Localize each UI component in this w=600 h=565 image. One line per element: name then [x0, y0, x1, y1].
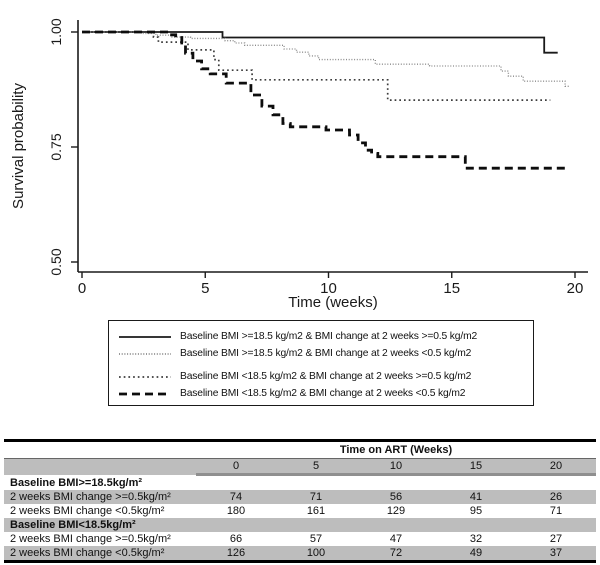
legend-label: Baseline BMI >=18.5 kg/m2 & BMI change a… [180, 348, 472, 359]
time-col: 15 [436, 458, 516, 476]
table-header-row: Time on ART (Weeks) [4, 442, 596, 459]
table-row: 2 weeks BMI change >=0.5kg/m² 66 57 47 3… [4, 532, 596, 546]
legend-box: Baseline BMI >=18.5 kg/m2 & BMI change a… [108, 320, 534, 406]
svg-text:15: 15 [443, 280, 460, 297]
risk-count: 129 [386, 505, 406, 517]
section-title: Baseline BMI<18.5kg/m² [4, 518, 596, 532]
x-ticks: 0 5 10 15 20 [78, 272, 584, 297]
risk-count: 47 [389, 533, 403, 545]
x-axis-label: Time (weeks) [288, 294, 377, 311]
legend-line-sample-solid [119, 335, 171, 338]
legend-entry: Baseline BMI >=18.5 kg/m2 & BMI change a… [109, 328, 533, 345]
legend-line-sample-fine-dotted [119, 352, 171, 355]
table-row: 2 weeks BMI change <0.5kg/m² 126 100 72 … [4, 546, 596, 560]
legend-line-sample-dotted [119, 375, 171, 378]
legend-entry: Baseline BMI <18.5 kg/m2 & BMI change at… [109, 385, 533, 402]
legend-entry: Baseline BMI <18.5 kg/m2 & BMI change at… [109, 368, 533, 385]
legend-entry: Baseline BMI >=18.5 kg/m2 & BMI change a… [109, 345, 533, 362]
risk-count: 32 [469, 533, 483, 545]
table-row: 2 weeks BMI change >=0.5kg/m² 74 71 56 4… [4, 490, 596, 504]
svg-text:0.75: 0.75 [48, 133, 64, 160]
legend-label: Baseline BMI <18.5 kg/m2 & BMI change at… [180, 371, 472, 382]
row-label: 2 weeks BMI change >=0.5kg/m² [4, 490, 196, 504]
risk-table: Time on ART (Weeks) 0 5 10 15 20 Baselin… [4, 439, 596, 563]
legend-label: Baseline BMI >=18.5 kg/m2 & BMI change a… [180, 331, 478, 342]
y-ticks: 0.50 0.75 1.00 [48, 18, 78, 276]
risk-count: 56 [356, 490, 436, 504]
risk-count: 71 [549, 505, 563, 517]
time-col: 0 [196, 458, 276, 476]
svg-text:20: 20 [567, 280, 584, 297]
survival-chart-svg: 0.50 0.75 1.00 0 5 10 15 20 Survival probabili… [10, 18, 588, 311]
section-row: Baseline BMI>=18.5kg/m² [4, 475, 596, 491]
table-row: 2 weeks BMI change <0.5kg/m² 180 161 129… [4, 504, 596, 518]
empty-cell [4, 458, 196, 475]
risk-count: 26 [516, 490, 596, 504]
risk-count: 100 [276, 546, 356, 560]
risk-count: 37 [516, 546, 596, 560]
row-label: 2 weeks BMI change <0.5kg/m² [4, 546, 196, 560]
row-label: 2 weeks BMI change >=0.5kg/m² [10, 533, 171, 545]
legend-line-sample-dashed [119, 392, 171, 395]
risk-count: 95 [469, 505, 483, 517]
svg-text:0.50: 0.50 [48, 248, 64, 275]
risk-count: 161 [306, 505, 326, 517]
risk-count: 126 [196, 546, 276, 560]
y-axis-label: Survival probability [10, 83, 27, 209]
numbers-at-risk-table: Time on ART (Weeks) 0 5 10 15 20 Baselin… [4, 442, 596, 560]
risk-count: 72 [356, 546, 436, 560]
risk-count: 180 [226, 505, 246, 517]
row-label: 2 weeks BMI change <0.5kg/m² [10, 505, 165, 517]
svg-text:0: 0 [78, 280, 86, 297]
empty-cell [4, 442, 196, 459]
risk-count: 66 [229, 533, 243, 545]
risk-count: 27 [549, 533, 563, 545]
section-row: Baseline BMI<18.5kg/m² [4, 518, 596, 532]
section-title: Baseline BMI>=18.5kg/m² [10, 477, 143, 489]
survival-chart: 0.50 0.75 1.00 0 5 10 15 20 Survival probabili… [10, 18, 588, 311]
risk-count: 41 [436, 490, 516, 504]
legend-label: Baseline BMI <18.5 kg/m2 & BMI change at… [180, 388, 466, 399]
risk-count: 49 [436, 546, 516, 560]
svg-text:5: 5 [201, 280, 209, 297]
time-col: 5 [276, 458, 356, 476]
table-title: Time on ART (Weeks) [196, 442, 596, 459]
risk-count: 74 [196, 490, 276, 504]
time-col: 10 [356, 458, 436, 476]
risk-count: 57 [309, 533, 323, 545]
time-columns-row: 0 5 10 15 20 [4, 458, 596, 476]
time-col: 20 [516, 458, 596, 476]
svg-text:1.00: 1.00 [48, 18, 64, 45]
risk-count: 71 [276, 490, 356, 504]
svg-text:10: 10 [320, 280, 337, 297]
survival-curves [82, 30, 569, 170]
